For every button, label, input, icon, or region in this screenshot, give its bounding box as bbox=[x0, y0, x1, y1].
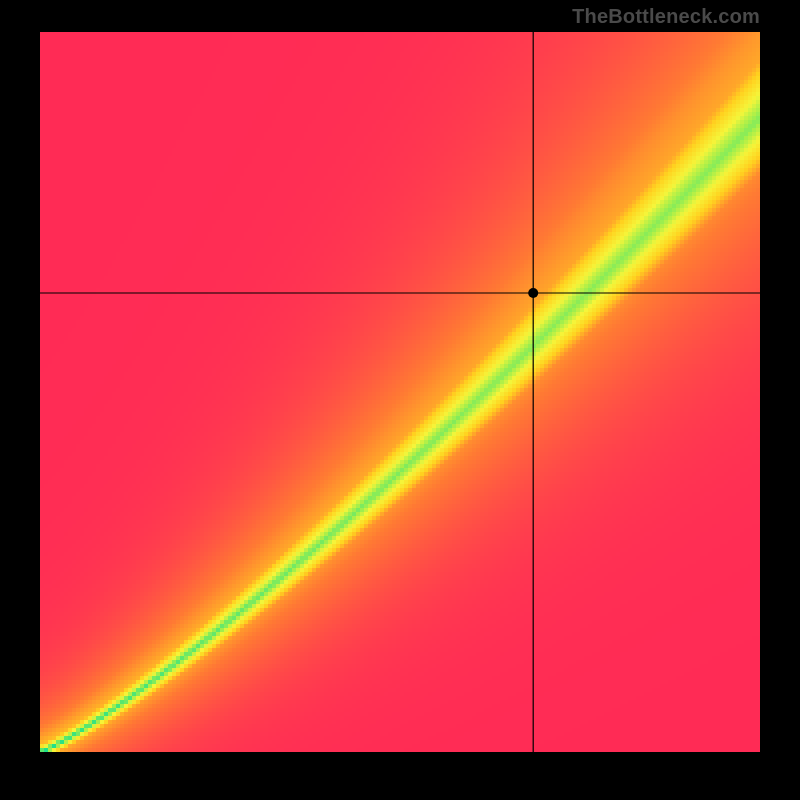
watermark-text: TheBottleneck.com bbox=[572, 6, 760, 29]
heatmap-frame bbox=[40, 32, 760, 752]
chart-container: TheBottleneck.com bbox=[0, 0, 800, 800]
heatmap-canvas bbox=[40, 32, 760, 752]
